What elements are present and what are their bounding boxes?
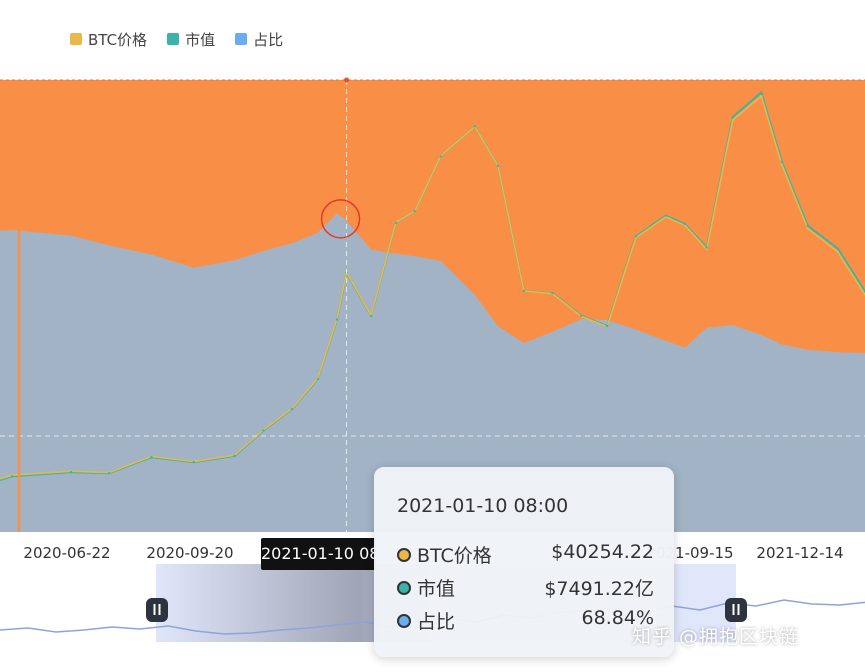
zoom-handle-body: [725, 598, 747, 622]
tooltip-dot-market-cap: [397, 581, 411, 595]
market-cap-point: [192, 460, 195, 464]
tooltip-row-btc-price: BTC价格 $40254.22: [397, 541, 654, 567]
market-cap-point: [107, 471, 111, 475]
market-cap-point: [605, 324, 609, 328]
zoom-handle-grip: [153, 604, 156, 615]
zoom-handle-body: [146, 598, 168, 622]
market-cap-point: [316, 377, 320, 381]
market-cap-point: [760, 91, 763, 94]
market-cap-point: [664, 214, 668, 217]
legend-label-share: 占比: [253, 30, 284, 49]
tooltip-value-market-cap: $7491.22亿: [544, 578, 654, 600]
tooltip-panel: 2021-01-10 08:00 BTC价格 $40254.22 市值 $749…: [374, 467, 674, 657]
btc-price-line-series: [0, 95, 865, 480]
legend-label-market-cap: 市值: [185, 30, 216, 49]
legend-item-btc-price[interactable]: BTC价格: [70, 29, 147, 50]
btc-price-point: [760, 94, 763, 98]
tooltip-dot-share: [397, 614, 411, 628]
zoom-handle-grip: [158, 604, 161, 615]
tooltip-value-btc-price: $40254.22: [551, 541, 654, 563]
legend-label-btc-price: BTC价格: [88, 30, 148, 49]
tooltip-label-btc-price: BTC价格: [417, 545, 492, 567]
market-cap-point: [439, 155, 442, 158]
legend-item-market-cap[interactable]: 市值: [167, 29, 215, 50]
market-cap-point: [473, 125, 476, 128]
watermark: 知乎 @拥抱区块链: [632, 626, 800, 648]
market-cap-point: [69, 470, 73, 474]
legend-item-share[interactable]: 占比: [235, 29, 283, 50]
tooltip-date: 2021-01-10 08:00: [397, 495, 569, 517]
tooltip-row-share: 占比 68.84%: [397, 607, 654, 633]
crosshair-axis-label: 2021-01-10 08:00: [261, 538, 376, 570]
highlight-circle: [320, 199, 361, 239]
market-cap-point: [394, 221, 397, 225]
market-cap-point: [580, 314, 583, 317]
market-cap-point: [150, 456, 153, 459]
crosshair-top-marker: [344, 77, 350, 83]
market-cap-point: [290, 407, 294, 411]
zoom-handle-right[interactable]: [725, 598, 747, 622]
market-cap-point: [551, 291, 554, 295]
legend-swatch-share: [235, 33, 248, 45]
tooltip-row-market-cap: 市值 $7491.22亿: [397, 574, 654, 600]
tooltip-value-share: 68.84%: [581, 607, 654, 629]
btc-price-point: [836, 250, 839, 253]
market-cap-point: [522, 289, 526, 293]
share-area-series: [0, 213, 865, 532]
market-cap-point: [683, 222, 687, 226]
x-tick-label: 2020-09-20: [146, 544, 233, 562]
market-cap-point: [780, 160, 783, 163]
zoom-handle-grip: [737, 604, 740, 615]
market-cap-point: [413, 209, 416, 213]
market-cap-point: [496, 164, 500, 168]
x-tick-label: 2021-12-14: [756, 544, 843, 562]
market-cap-point: [836, 247, 839, 250]
market-cap-point: [233, 454, 236, 458]
tooltip-label-share: 占比: [417, 611, 456, 633]
market-cap-point: [806, 224, 809, 227]
tooltip-label-market-cap: 市值: [417, 578, 456, 600]
legend-swatch-market-cap: [167, 33, 180, 45]
btc-price-point: [705, 247, 708, 251]
zoom-handle-grip: [732, 604, 735, 615]
tooltip-dot-btc-price: [397, 548, 411, 562]
market-cap-point: [731, 115, 734, 119]
chart-legend: BTC价格 市值 占比: [70, 28, 283, 50]
btc-price-point: [806, 227, 809, 230]
market-cap-point: [634, 235, 637, 238]
zoom-handle-left[interactable]: [146, 598, 168, 622]
legend-swatch-btc-price: [70, 33, 82, 45]
market-cap-point: [335, 318, 339, 321]
btc-price-point: [731, 118, 734, 122]
market-cap-point: [369, 314, 373, 318]
market-cap-point: [262, 429, 265, 432]
market-cap-point: [11, 475, 14, 478]
btc-price-point: [780, 163, 783, 166]
x-tick-label: 2020-06-22: [23, 544, 110, 562]
market-cap-point: [705, 246, 708, 249]
